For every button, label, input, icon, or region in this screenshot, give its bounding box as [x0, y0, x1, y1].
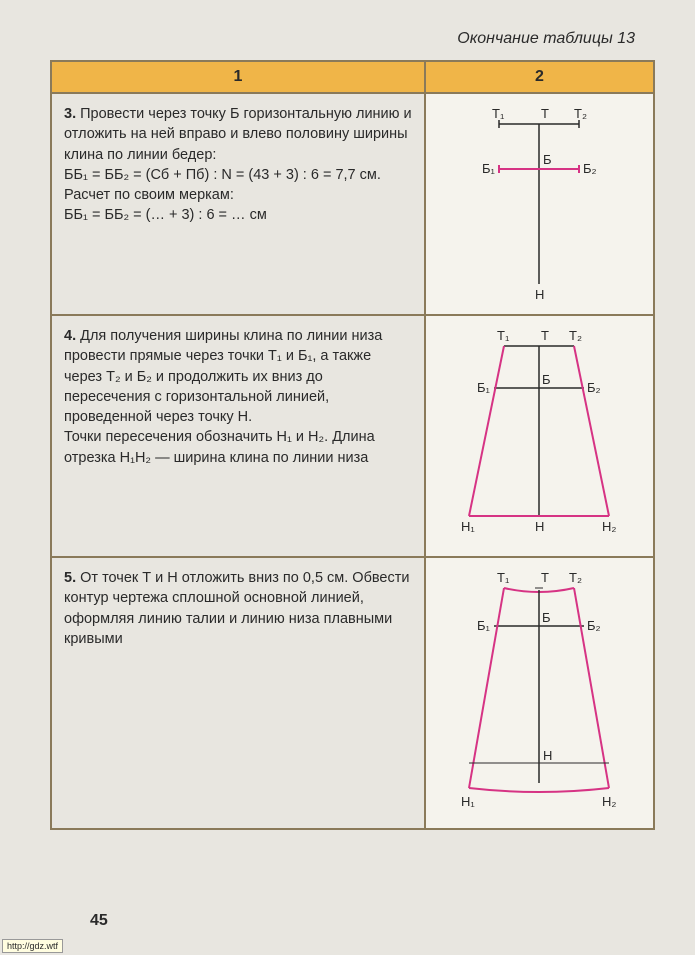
diagram-trapezoid-closed: Т₁ Т Т₂ Б₁ Б Б₂ Н Н₁ Н₂ — [439, 568, 639, 818]
step-formula-2: ББ₁ = ББ₂ = (… + 3) : 6 = … см — [64, 207, 267, 223]
svg-text:Т: Т — [541, 328, 549, 343]
svg-text:Б: Б — [542, 610, 551, 625]
svg-text:Б₁: Б₁ — [477, 618, 491, 633]
step-formula: ББ₁ = ББ₂ = (Сб + Пб) : N = (43 + 3) : 6… — [64, 167, 381, 183]
svg-text:Б₂: Б₂ — [587, 618, 601, 633]
step-number: 3. — [64, 106, 76, 122]
diagram-cell: Т₁ Т Т₂ Б₁ Б Б₂ Н₁ Н Н₂ — [425, 315, 654, 557]
svg-text:Б₁: Б₁ — [482, 161, 496, 176]
svg-text:Б₂: Б₂ — [583, 161, 597, 176]
diagram-cell: Т₁ Т Т₂ Б₁ Б Б₂ Н — [425, 93, 654, 315]
step-text-2: Точки пересечения обозначить Н₁ и Н₂. Дл… — [64, 429, 375, 465]
step-text-2: Расчет по своим меркам: — [64, 187, 234, 203]
svg-text:Б₂: Б₂ — [587, 380, 601, 395]
svg-text:Т: Т — [541, 570, 549, 585]
svg-text:Б: Б — [543, 152, 552, 167]
table-row: 4. Для получения ширины клина по линии н… — [51, 315, 654, 557]
col-header-2: 2 — [425, 61, 654, 93]
svg-text:Н₁: Н₁ — [461, 794, 475, 809]
col-header-1: 1 — [51, 61, 425, 93]
step-text-cell: 4. Для получения ширины клина по линии н… — [51, 315, 425, 557]
page-number: 45 — [90, 912, 108, 930]
diagram-t-shape: Т₁ Т Т₂ Б₁ Б Б₂ Н — [444, 104, 634, 304]
footer-link: http://gdz.wtf — [2, 939, 63, 953]
svg-text:Т: Т — [541, 106, 549, 121]
table-row: 3. Провести через точку Б горизонтальную… — [51, 93, 654, 315]
table-row: 5. От точек Т и Н отложить вниз по 0,5 с… — [51, 557, 654, 829]
svg-text:Н₁: Н₁ — [461, 519, 475, 534]
diagram-cell: Т₁ Т Т₂ Б₁ Б Б₂ Н Н₁ Н₂ — [425, 557, 654, 829]
diagram-trapezoid-open: Т₁ Т Т₂ Б₁ Б Б₂ Н₁ Н Н₂ — [439, 326, 639, 546]
svg-text:Б: Б — [542, 372, 551, 387]
svg-text:Н₂: Н₂ — [602, 794, 616, 809]
svg-text:Н: Н — [543, 748, 552, 763]
svg-text:Б₁: Б₁ — [477, 380, 491, 395]
step-number: 5. — [64, 570, 76, 586]
svg-text:Н: Н — [535, 287, 544, 302]
svg-text:Т₁: Т₁ — [492, 106, 505, 121]
step-text-cell: 5. От точек Т и Н отложить вниз по 0,5 с… — [51, 557, 425, 829]
svg-text:Н: Н — [535, 519, 544, 534]
svg-text:Т₂: Т₂ — [569, 570, 582, 585]
instruction-table: 1 2 3. Провести через точку Б горизонтал… — [50, 60, 655, 830]
step-text: Для получения ширины клина по линии низа… — [64, 328, 382, 425]
svg-text:Н₂: Н₂ — [602, 519, 616, 534]
step-text: От точек Т и Н отложить вниз по 0,5 см. … — [64, 570, 410, 647]
step-text-cell: 3. Провести через точку Б горизонтальную… — [51, 93, 425, 315]
step-text: Провести через точку Б горизонтальную ли… — [64, 106, 412, 163]
svg-text:Т₁: Т₁ — [497, 570, 510, 585]
svg-text:Т₂: Т₂ — [569, 328, 582, 343]
page-subtitle: Окончание таблицы 13 — [50, 30, 655, 48]
svg-text:Т₂: Т₂ — [574, 106, 587, 121]
svg-text:Т₁: Т₁ — [497, 328, 510, 343]
step-number: 4. — [64, 328, 76, 344]
